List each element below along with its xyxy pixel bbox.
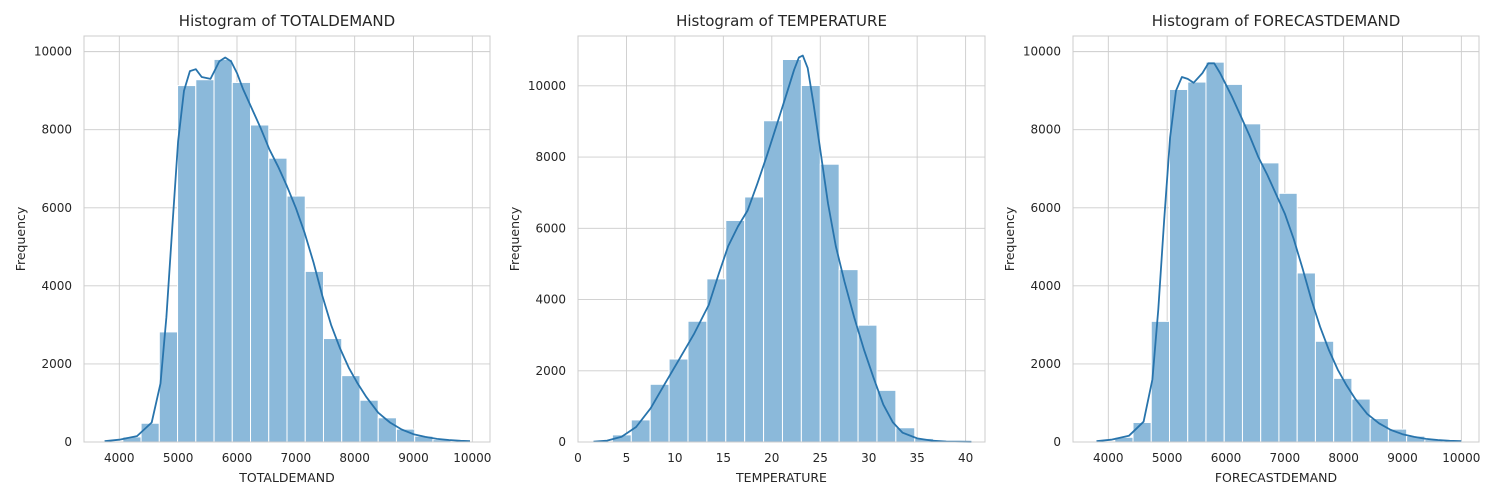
forecastdemand-bar <box>1132 421 1152 443</box>
totaldemand-x-tick-label: 6000 <box>222 451 253 465</box>
temperature-bar <box>781 59 802 443</box>
forecastdemand-x-tick-label: 4000 <box>1093 451 1124 465</box>
temperature-bar <box>876 389 897 443</box>
totaldemand-y-tick-label: 4000 <box>41 279 72 293</box>
temperature-x-tick-label: 35 <box>910 451 925 465</box>
totaldemand-bar <box>341 375 361 443</box>
forecastdemand-x-tick-label: 6000 <box>1211 451 1242 465</box>
totaldemand-bar <box>322 338 343 443</box>
temperature-x-tick-label: 5 <box>623 451 631 465</box>
totaldemand-bar <box>250 124 270 443</box>
temperature-kde-line <box>593 54 972 443</box>
forecastdemand-y-tick-label: 4000 <box>1030 279 1061 293</box>
totaldemand-y-axis-label: Frequency <box>13 206 28 271</box>
temperature-x-tick-label: 30 <box>861 451 876 465</box>
temperature-bar <box>763 120 783 443</box>
totaldemand-y-tick-label: 8000 <box>41 123 72 137</box>
temperature-bar <box>630 419 651 443</box>
forecastdemand-x-axis-label: FORECASTDEMAND <box>1215 470 1337 485</box>
totaldemand-y-tick-label: 6000 <box>41 201 72 215</box>
forecastdemand-x-tick-label: 10000 <box>1442 451 1480 465</box>
forecastdemand-y-tick-label: 8000 <box>1030 123 1061 137</box>
forecastdemand-chart-title: Histogram of FORECASTDEMAND <box>1152 12 1401 30</box>
temperature-bar <box>819 163 840 443</box>
temperature-x-tick-label: 15 <box>716 451 731 465</box>
totaldemand-chart-title: Histogram of TOTALDEMAND <box>179 12 395 30</box>
forecastdemand-bar <box>1278 192 1298 443</box>
temperature-y-tick-label: 10000 <box>528 79 566 93</box>
forecastdemand-x-tick-label: 8000 <box>1328 451 1359 465</box>
temperature-bar <box>857 324 878 443</box>
temperature-x-tick-label: 20 <box>764 451 779 465</box>
totaldemand-x-tick-label: 9000 <box>398 451 429 465</box>
forecastdemand-bar <box>1150 320 1170 443</box>
forecastdemand-y-tick-label: 6000 <box>1030 201 1061 215</box>
forecastdemand-bar <box>1260 162 1280 443</box>
totaldemand-y-tick-label: 2000 <box>41 357 72 371</box>
totaldemand-histogram: 4000 5000 6000 7000 8000 9000 10000 0 2000 4000 60… <box>13 12 491 485</box>
temperature-bar <box>800 85 821 443</box>
totaldemand-x-tick-label: 7000 <box>281 451 312 465</box>
forecastdemand-x-tick-label: 7000 <box>1270 451 1301 465</box>
totaldemand-y-tick-label: 0 <box>64 435 72 449</box>
temperature-bar <box>895 427 916 443</box>
totaldemand-bar <box>177 85 197 443</box>
forecastdemand-bar <box>1205 61 1225 443</box>
totaldemand-x-tick-label: 5000 <box>163 451 194 465</box>
temperature-y-tick-label: 6000 <box>535 221 566 235</box>
forecastdemand-bar <box>1387 428 1408 443</box>
temperature-x-tick-label: 0 <box>574 451 582 465</box>
forecastdemand-x-tick-label: 9000 <box>1387 451 1418 465</box>
totaldemand-y-tick-label: 10000 <box>34 45 72 59</box>
temperature-bar <box>744 196 765 443</box>
forecastdemand-y-tick-label: 0 <box>1053 435 1061 449</box>
temperature-chart-title: Histogram of TEMPERATURE <box>676 12 887 30</box>
forecastdemand-x-tick-label: 5000 <box>1152 451 1183 465</box>
totaldemand-plot-frame <box>83 35 491 443</box>
temperature-x-tick-label: 25 <box>813 451 828 465</box>
temperature-x-axis-label: TEMPERATURE <box>735 470 827 485</box>
totaldemand-bar <box>304 270 324 443</box>
forecastdemand-plot-frame <box>1072 35 1480 443</box>
forecastdemand-bar <box>1187 81 1207 443</box>
temperature-y-tick-label: 2000 <box>535 364 566 378</box>
totaldemand-bar <box>359 399 379 443</box>
temperature-x-tick-label: 10 <box>667 451 682 465</box>
totaldemand-bar <box>286 195 306 443</box>
totaldemand-kde-line <box>104 56 471 443</box>
totaldemand-bar <box>213 58 233 443</box>
forecastdemand-histogram: 4000 5000 6000 7000 8000 9000 10000 0 2000 4000 60… <box>1002 12 1480 485</box>
forecastdemand-bar <box>1241 123 1262 443</box>
forecastdemand-bar <box>1168 88 1189 443</box>
temperature-plot-frame <box>577 35 986 443</box>
temperature-y-tick-label: 4000 <box>535 293 566 307</box>
temperature-bar <box>725 219 746 443</box>
totaldemand-x-tick-label: 10000 <box>453 451 491 465</box>
temperature-y-tick-label: 0 <box>558 435 566 449</box>
temperature-x-tick-label: 40 <box>958 451 973 465</box>
totaldemand-bar <box>158 331 179 443</box>
totaldemand-bar <box>231 81 252 443</box>
totaldemand-bar <box>268 157 288 443</box>
totaldemand-x-tick-label: 4000 <box>104 451 135 465</box>
temperature-y-axis-label: Frequency <box>507 206 522 271</box>
forecastdemand-bar <box>1296 272 1316 443</box>
forecastdemand-y-tick-label: 10000 <box>1023 45 1061 59</box>
totaldemand-bar <box>195 79 215 443</box>
totaldemand-bar <box>140 422 160 443</box>
totaldemand-x-axis-label: TOTALDEMAND <box>238 470 335 485</box>
forecastdemand-kde-line <box>1096 62 1462 443</box>
temperature-histogram: 0 5 10 15 20 25 30 35 40 0 2000 4000 6000 8000 10000 Hi… <box>507 12 986 485</box>
forecastdemand-bar <box>1369 418 1389 443</box>
forecastdemand-y-axis-label: Frequency <box>1002 206 1017 271</box>
temperature-y-tick-label: 8000 <box>535 150 566 164</box>
totaldemand-x-tick-label: 8000 <box>339 451 370 465</box>
forecastdemand-y-tick-label: 2000 <box>1030 357 1061 371</box>
forecastdemand-bar <box>1223 83 1243 443</box>
